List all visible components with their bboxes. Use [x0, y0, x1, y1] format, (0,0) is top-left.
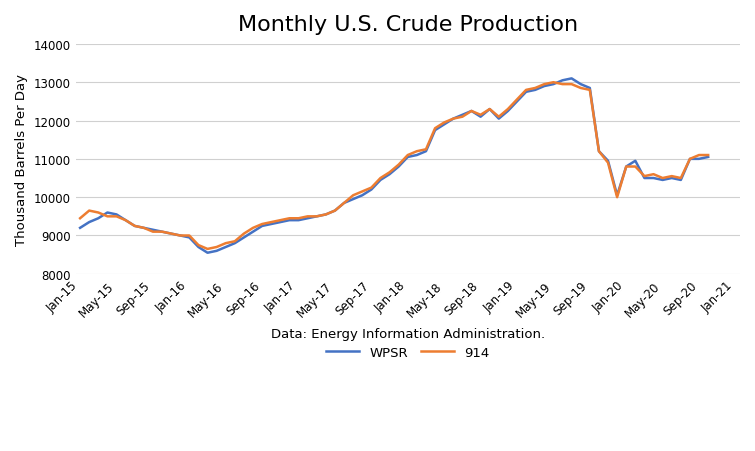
- WPSR: [203, 250, 212, 256]
- 914: [203, 247, 212, 252]
- 914: [630, 165, 639, 170]
- 914: [549, 80, 558, 86]
- Line: 914: 914: [80, 83, 708, 249]
- Legend: WPSR, 914: WPSR, 914: [320, 341, 495, 364]
- Line: WPSR: WPSR: [80, 79, 708, 253]
- WPSR: [230, 241, 239, 246]
- WPSR: [158, 230, 167, 235]
- WPSR: [76, 226, 85, 231]
- WPSR: [630, 159, 639, 164]
- 914: [349, 193, 358, 198]
- Y-axis label: Thousand Barrels Per Day: Thousand Barrels Per Day: [15, 74, 28, 245]
- WPSR: [430, 128, 439, 133]
- 914: [230, 239, 239, 244]
- 914: [704, 153, 713, 158]
- 914: [158, 230, 167, 235]
- 914: [276, 218, 285, 223]
- 914: [430, 126, 439, 132]
- Title: Monthly U.S. Crude Production: Monthly U.S. Crude Production: [238, 15, 578, 35]
- WPSR: [567, 77, 576, 82]
- X-axis label: Data: Energy Information Administration.: Data: Energy Information Administration.: [271, 327, 545, 340]
- WPSR: [276, 220, 285, 226]
- WPSR: [704, 155, 713, 160]
- 914: [76, 216, 85, 221]
- WPSR: [349, 197, 358, 202]
